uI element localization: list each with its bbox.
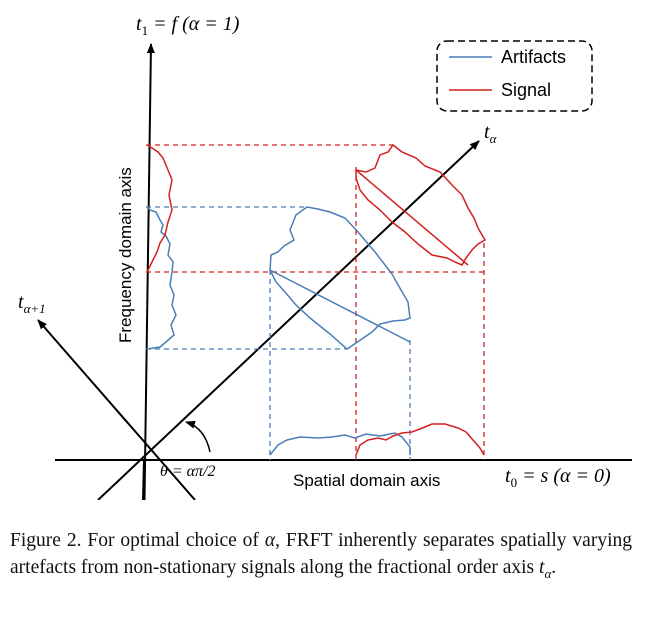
artifacts-guide-lines bbox=[146, 206, 411, 460]
legend-artifacts-label: Artifacts bbox=[501, 47, 566, 67]
caption-prefix: Figure 2. For optimal choice of bbox=[10, 530, 265, 551]
artifacts-curves bbox=[146, 206, 411, 456]
caption-suffix: . bbox=[551, 557, 557, 578]
t-alpha-plus-1-axis-label: tα+1 bbox=[18, 291, 46, 316]
signal-curves bbox=[146, 143, 487, 456]
legend-signal-label: Signal bbox=[501, 80, 551, 100]
caption-alpha: α bbox=[264, 530, 276, 551]
caption-middle: , FRFT inherently separates spatially va… bbox=[10, 530, 632, 578]
t-alpha-axis-label: tα bbox=[484, 121, 498, 146]
t-alpha-plus-1-axis bbox=[37, 319, 196, 500]
caption-t-subscript: α bbox=[544, 565, 552, 581]
t0-axis-label: t0 = s (α = 0) bbox=[505, 465, 611, 490]
t-alpha-axis bbox=[97, 140, 480, 500]
t1-axis bbox=[143, 43, 155, 500]
t1-axis-label: t1 = f (α = 1) bbox=[136, 13, 240, 38]
legend: Artifacts Signal bbox=[436, 40, 593, 112]
frft-diagram: Artifacts Signal t1 = f (α = 1) tα tα+1 … bbox=[18, 13, 632, 500]
theta-arc bbox=[185, 420, 211, 453]
t1-axis-lower bbox=[142, 459, 145, 500]
frequency-axis-label: Frequency domain axis bbox=[116, 167, 135, 343]
figure-caption: Figure 2. For optimal choice of α, FRFT … bbox=[10, 527, 632, 587]
legend-box bbox=[436, 40, 593, 112]
signal-guide-lines bbox=[146, 144, 485, 460]
theta-label: θ = απ/2 bbox=[160, 463, 216, 480]
spatial-axis-label: Spatial domain axis bbox=[293, 471, 440, 490]
caption-t: t bbox=[539, 557, 545, 578]
